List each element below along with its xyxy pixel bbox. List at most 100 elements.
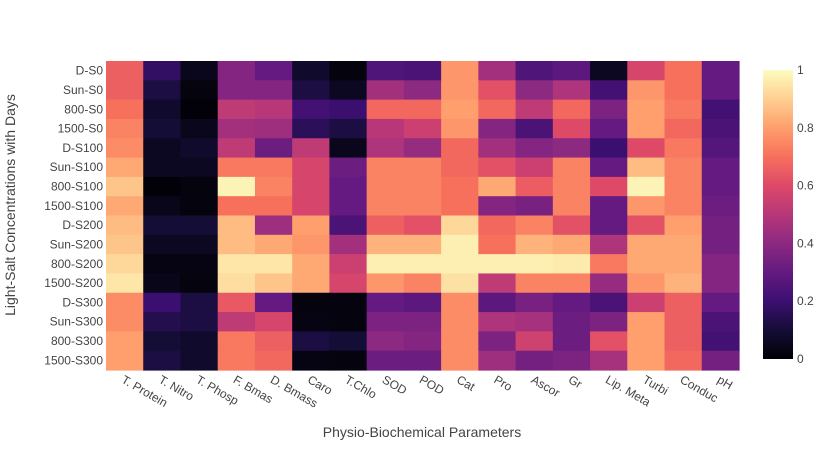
heatmap-cell (106, 350, 144, 371)
heatmap-cell (552, 234, 591, 255)
heatmap-cell (552, 254, 591, 275)
heatmap-cell (441, 196, 479, 217)
heatmap-cell (217, 234, 256, 255)
heatmap-cell (106, 138, 144, 159)
x-tick-label: T.Chlo (343, 372, 380, 401)
heatmap-cell (441, 234, 479, 255)
heatmap-cell (441, 292, 479, 313)
heatmap-cell (329, 80, 368, 101)
heatmap-cell (180, 118, 219, 139)
heatmap-cell (292, 138, 331, 159)
heatmap-cell (478, 99, 517, 120)
heatmap-cell (292, 99, 331, 120)
heatmap-cell (590, 157, 628, 178)
heatmap-cell (515, 331, 554, 352)
heatmap-cell (515, 99, 554, 120)
y-tick-label: 1500-S0 (58, 122, 104, 136)
heatmap-cell (143, 215, 182, 236)
heatmap-cell (403, 99, 442, 120)
heatmap-cell (552, 176, 591, 197)
heatmap-cells (106, 61, 740, 371)
heatmap-cell (329, 157, 368, 178)
heatmap-cell (217, 196, 256, 217)
heatmap-cell (180, 61, 219, 81)
heatmap-cell (664, 80, 703, 101)
heatmap-cell (552, 331, 591, 352)
heatmap-cell (254, 273, 293, 294)
heatmap-cell (515, 138, 554, 159)
heatmap-cell (627, 176, 666, 197)
heatmap-cell (403, 61, 442, 81)
heatmap-cell (627, 138, 666, 159)
colorbar-tick-label: 0.2 (797, 294, 814, 308)
heatmap-cell (403, 157, 442, 178)
heatmap-cell (515, 292, 554, 313)
x-tick-label: Pro (491, 372, 514, 394)
heatmap-cell (143, 196, 182, 217)
heatmap-cell (180, 350, 219, 371)
y-tick-label: Sun-S300 (50, 315, 104, 329)
heatmap-cell (701, 273, 740, 294)
heatmap-cell (329, 118, 368, 139)
heatmap-cell (664, 273, 703, 294)
heatmap-cell (515, 254, 554, 275)
heatmap-cell (403, 292, 442, 313)
heatmap-cell (590, 138, 628, 159)
heatmap-cell (664, 61, 703, 81)
heatmap-cell (329, 215, 368, 236)
x-tick-label: Cat (454, 372, 478, 394)
heatmap-cell (292, 254, 331, 275)
heatmap-cell (590, 254, 628, 275)
heatmap-cell (106, 312, 144, 332)
heatmap-cell (366, 254, 405, 275)
heatmap-cell (292, 273, 331, 294)
heatmap-cell (292, 176, 331, 197)
heatmap-cell (329, 196, 368, 217)
x-tick-label: Conduc (678, 372, 721, 405)
heatmap-cell (441, 61, 479, 81)
y-tick-label: 1500-S300 (44, 353, 103, 367)
heatmap-cell (701, 176, 740, 197)
y-tick-label: D-S300 (62, 295, 103, 309)
heatmap-cell (664, 215, 703, 236)
y-tick-label: Sun-S0 (63, 83, 103, 97)
heatmap-cell (590, 312, 628, 332)
heatmap-cell (329, 292, 368, 313)
heatmap-cell (180, 99, 219, 120)
heatmap-cell (664, 350, 703, 371)
heatmap-cell (366, 350, 405, 371)
heatmap-cell (366, 196, 405, 217)
y-tick-label: 800-S300 (51, 334, 103, 348)
y-axis-title: Light-Salt Concentrations with Days (2, 94, 18, 316)
heatmap-cell (292, 196, 331, 217)
y-tick-label: D-S0 (76, 64, 104, 78)
heatmap-cell (292, 234, 331, 255)
x-tick-label: Ascor (529, 372, 563, 399)
heatmap-cell (590, 176, 628, 197)
heatmap-cell (627, 292, 666, 313)
heatmap-cell (403, 312, 442, 332)
colorbar-tick-label: 0.6 (797, 179, 814, 193)
heatmap-cell (590, 234, 628, 255)
heatmap-cell (627, 215, 666, 236)
heatmap-cell (106, 292, 144, 313)
heatmap-cell (478, 176, 517, 197)
y-tick-label: 800-S200 (51, 257, 103, 271)
heatmap-cell (254, 99, 293, 120)
heatmap-cell (590, 61, 628, 81)
heatmap-cell (254, 312, 293, 332)
heatmap-cell (254, 157, 293, 178)
heatmap-cell (403, 254, 442, 275)
heatmap-cell (627, 61, 666, 81)
heatmap-cell (403, 273, 442, 294)
heatmap-cell (217, 254, 256, 275)
heatmap-cell (664, 118, 703, 139)
heatmap-cell (441, 331, 479, 352)
heatmap-cell (701, 350, 740, 371)
heatmap-cell (515, 215, 554, 236)
heatmap-cell (478, 273, 517, 294)
heatmap-cell (329, 273, 368, 294)
heatmap-cell (366, 273, 405, 294)
heatmap-cell (478, 254, 517, 275)
